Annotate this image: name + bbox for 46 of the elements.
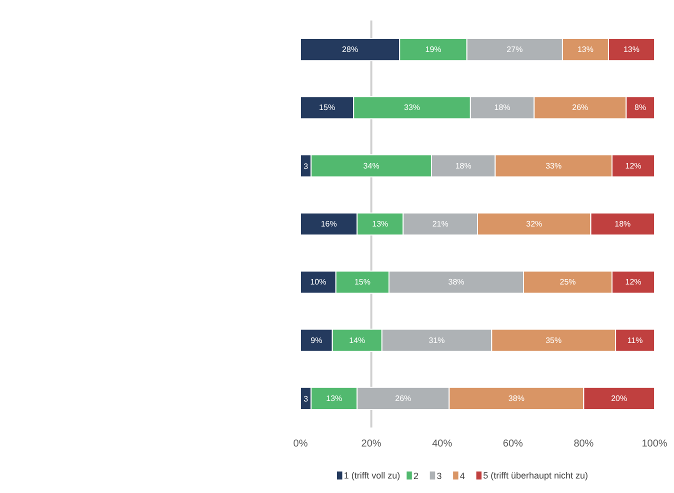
data-label: 13% — [623, 45, 640, 54]
data-label: 38% — [448, 278, 464, 287]
data-label: 13% — [326, 394, 342, 403]
data-label: 28% — [342, 45, 358, 54]
data-label: 13% — [577, 45, 594, 54]
legend-label: 1 (trifft voll zu) — [344, 470, 400, 480]
data-label: 26% — [395, 394, 412, 403]
data-label: 38% — [508, 394, 524, 403]
x-tick-label: 40% — [432, 438, 452, 450]
data-label: 13% — [372, 220, 388, 228]
data-label: 26% — [572, 103, 588, 112]
x-tick-label: 60% — [502, 438, 524, 450]
data-label: 35% — [546, 336, 562, 345]
data-label: 9% — [310, 336, 322, 345]
data-label: 14% — [349, 336, 366, 345]
data-label: 27% — [506, 45, 523, 54]
data-label: 33% — [546, 161, 562, 170]
data-label: 16% — [320, 220, 337, 228]
x-tick-label: 100% — [642, 438, 668, 450]
data-label: 25% — [560, 278, 576, 287]
data-label: 34% — [363, 161, 380, 170]
legend-label: 2 — [413, 471, 418, 481]
data-label: 12% — [625, 161, 642, 170]
data-label: 31% — [428, 336, 445, 345]
data-label: 3 — [304, 394, 309, 404]
data-label: 15% — [354, 278, 370, 287]
x-tick-label: 80% — [574, 438, 594, 450]
data-label: 8% — [634, 103, 646, 112]
data-label: 11% — [627, 336, 643, 345]
data-label: 3 — [304, 162, 309, 171]
data-label: 20% — [611, 394, 628, 403]
data-label: 18% — [455, 161, 472, 170]
x-tick-label: 20% — [361, 438, 382, 450]
x-tick-label: 0% — [293, 438, 308, 450]
legend-label: 5 (trifft überhaupt nicht zu) — [483, 470, 588, 480]
data-label: 19% — [425, 45, 442, 54]
data-label: 33% — [404, 103, 420, 112]
legend-label: 3 — [436, 471, 442, 481]
data-label: 18% — [494, 103, 510, 112]
legend-label: 4 — [460, 471, 465, 481]
data-label: 32% — [526, 220, 542, 228]
data-label: 21% — [432, 220, 448, 228]
data-label: 15% — [319, 103, 336, 112]
data-label: 10% — [310, 278, 326, 287]
data-label: 12% — [625, 278, 642, 287]
data-label: 18% — [614, 220, 631, 228]
